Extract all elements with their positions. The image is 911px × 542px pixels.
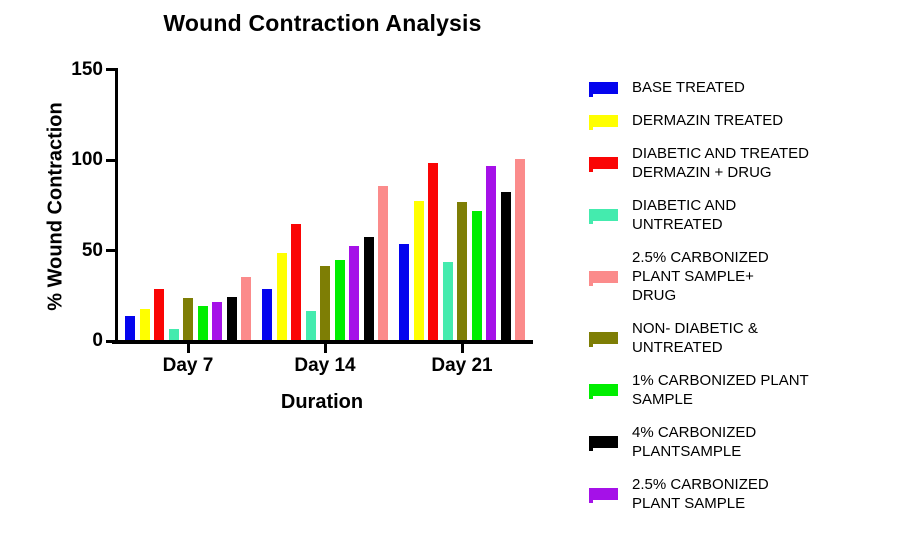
legend-item: DERMAZIN TREATED <box>589 111 809 130</box>
legend-item: 2.5% CARBONIZED PLANT SAMPLE <box>589 475 809 513</box>
legend-swatch-icon <box>589 114 618 130</box>
x-tick-label: Day 14 <box>294 355 356 376</box>
legend-swatch-icon <box>589 384 618 399</box>
legend-item: 1% CARBONIZED PLANT SAMPLE <box>589 371 809 409</box>
x-tick-label: Day 21 <box>431 355 493 376</box>
y-tick-label: 100 <box>71 149 103 170</box>
chart-title: Wound Contraction Analysis <box>163 10 482 36</box>
legend-swatch-icon <box>589 436 618 451</box>
legend-label: 2.5% CARBONIZED PLANT SAMPLE+ DRUG <box>632 249 769 304</box>
bar <box>183 298 193 340</box>
legend-swatch-icon <box>589 270 618 286</box>
bar <box>363 236 374 340</box>
legend-label: DIABETIC AND TREATED DERMAZIN + DRUG <box>632 145 809 181</box>
bar <box>399 244 409 340</box>
bar <box>442 262 453 340</box>
legend-item: NON- DIABETIC & UNTREATED <box>589 319 809 357</box>
legend-swatch-icon <box>589 209 618 224</box>
legend-label: DIABETIC AND UNTREATED <box>632 197 737 233</box>
bar <box>241 276 251 340</box>
y-tick-label: 0 <box>92 330 103 351</box>
x-tick-mark <box>186 344 190 353</box>
y-tick-mark <box>106 68 116 71</box>
legend-label: 1% CARBONIZED PLANT SAMPLE <box>632 372 809 408</box>
y-tick-mark <box>106 158 116 162</box>
bar <box>168 329 179 340</box>
bar <box>276 253 287 340</box>
bar <box>334 260 345 340</box>
bar <box>349 245 359 340</box>
bar <box>486 166 496 340</box>
legend-item: BASE TREATED <box>589 78 809 97</box>
legend-swatch-icon <box>589 157 618 172</box>
y-axis-title: % Wound Contraction <box>44 102 67 311</box>
bar <box>305 311 316 340</box>
legend: BASE TREATED DERMAZIN TREATED DIABETIC AND… <box>589 78 809 513</box>
x-axis-title: Duration <box>280 391 364 413</box>
bar <box>413 200 424 340</box>
y-tick-label: 150 <box>71 58 103 80</box>
bar <box>197 305 208 340</box>
legend-item: DIABETIC AND TREATED DERMAZIN + DRUG <box>589 144 809 182</box>
bar <box>125 316 135 340</box>
legend-swatch-icon <box>589 488 618 503</box>
legend-item: DIABETIC AND UNTREATED <box>589 196 809 234</box>
legend-label: 4% CARBONIZED PLANTSAMPLE <box>632 424 757 460</box>
bar <box>291 224 301 340</box>
bar <box>262 289 272 340</box>
bar <box>212 301 222 340</box>
y-tick-label: 50 <box>81 239 103 261</box>
bar <box>320 265 330 340</box>
y-tick-mark <box>106 249 116 252</box>
legend-item: 4% CARBONIZED PLANTSAMPLE <box>589 423 809 461</box>
legend-swatch-icon <box>589 81 618 97</box>
x-tick-label: Day 7 <box>162 355 214 376</box>
bar <box>378 186 388 340</box>
y-axis-line <box>115 68 118 342</box>
y-tick-mark <box>106 339 116 343</box>
legend-label: NON- DIABETIC & UNTREATED <box>632 320 758 356</box>
bar <box>515 159 525 340</box>
legend-label: DERMAZIN TREATED <box>632 112 784 129</box>
legend-swatch-icon <box>589 332 618 347</box>
x-tick-mark <box>323 344 327 353</box>
bar <box>428 162 438 340</box>
legend-label: 2.5% CARBONIZED PLANT SAMPLE <box>632 476 769 512</box>
x-tick-mark <box>460 344 464 353</box>
bar <box>154 289 164 340</box>
bar <box>500 191 511 340</box>
bar <box>457 202 467 340</box>
bar <box>139 309 150 340</box>
bar <box>226 296 237 340</box>
bar <box>471 211 482 340</box>
legend-label: BASE TREATED <box>632 79 745 96</box>
legend-item: 2.5% CARBONIZED PLANT SAMPLE+ DRUG <box>589 248 809 305</box>
x-axis-line <box>112 340 533 344</box>
